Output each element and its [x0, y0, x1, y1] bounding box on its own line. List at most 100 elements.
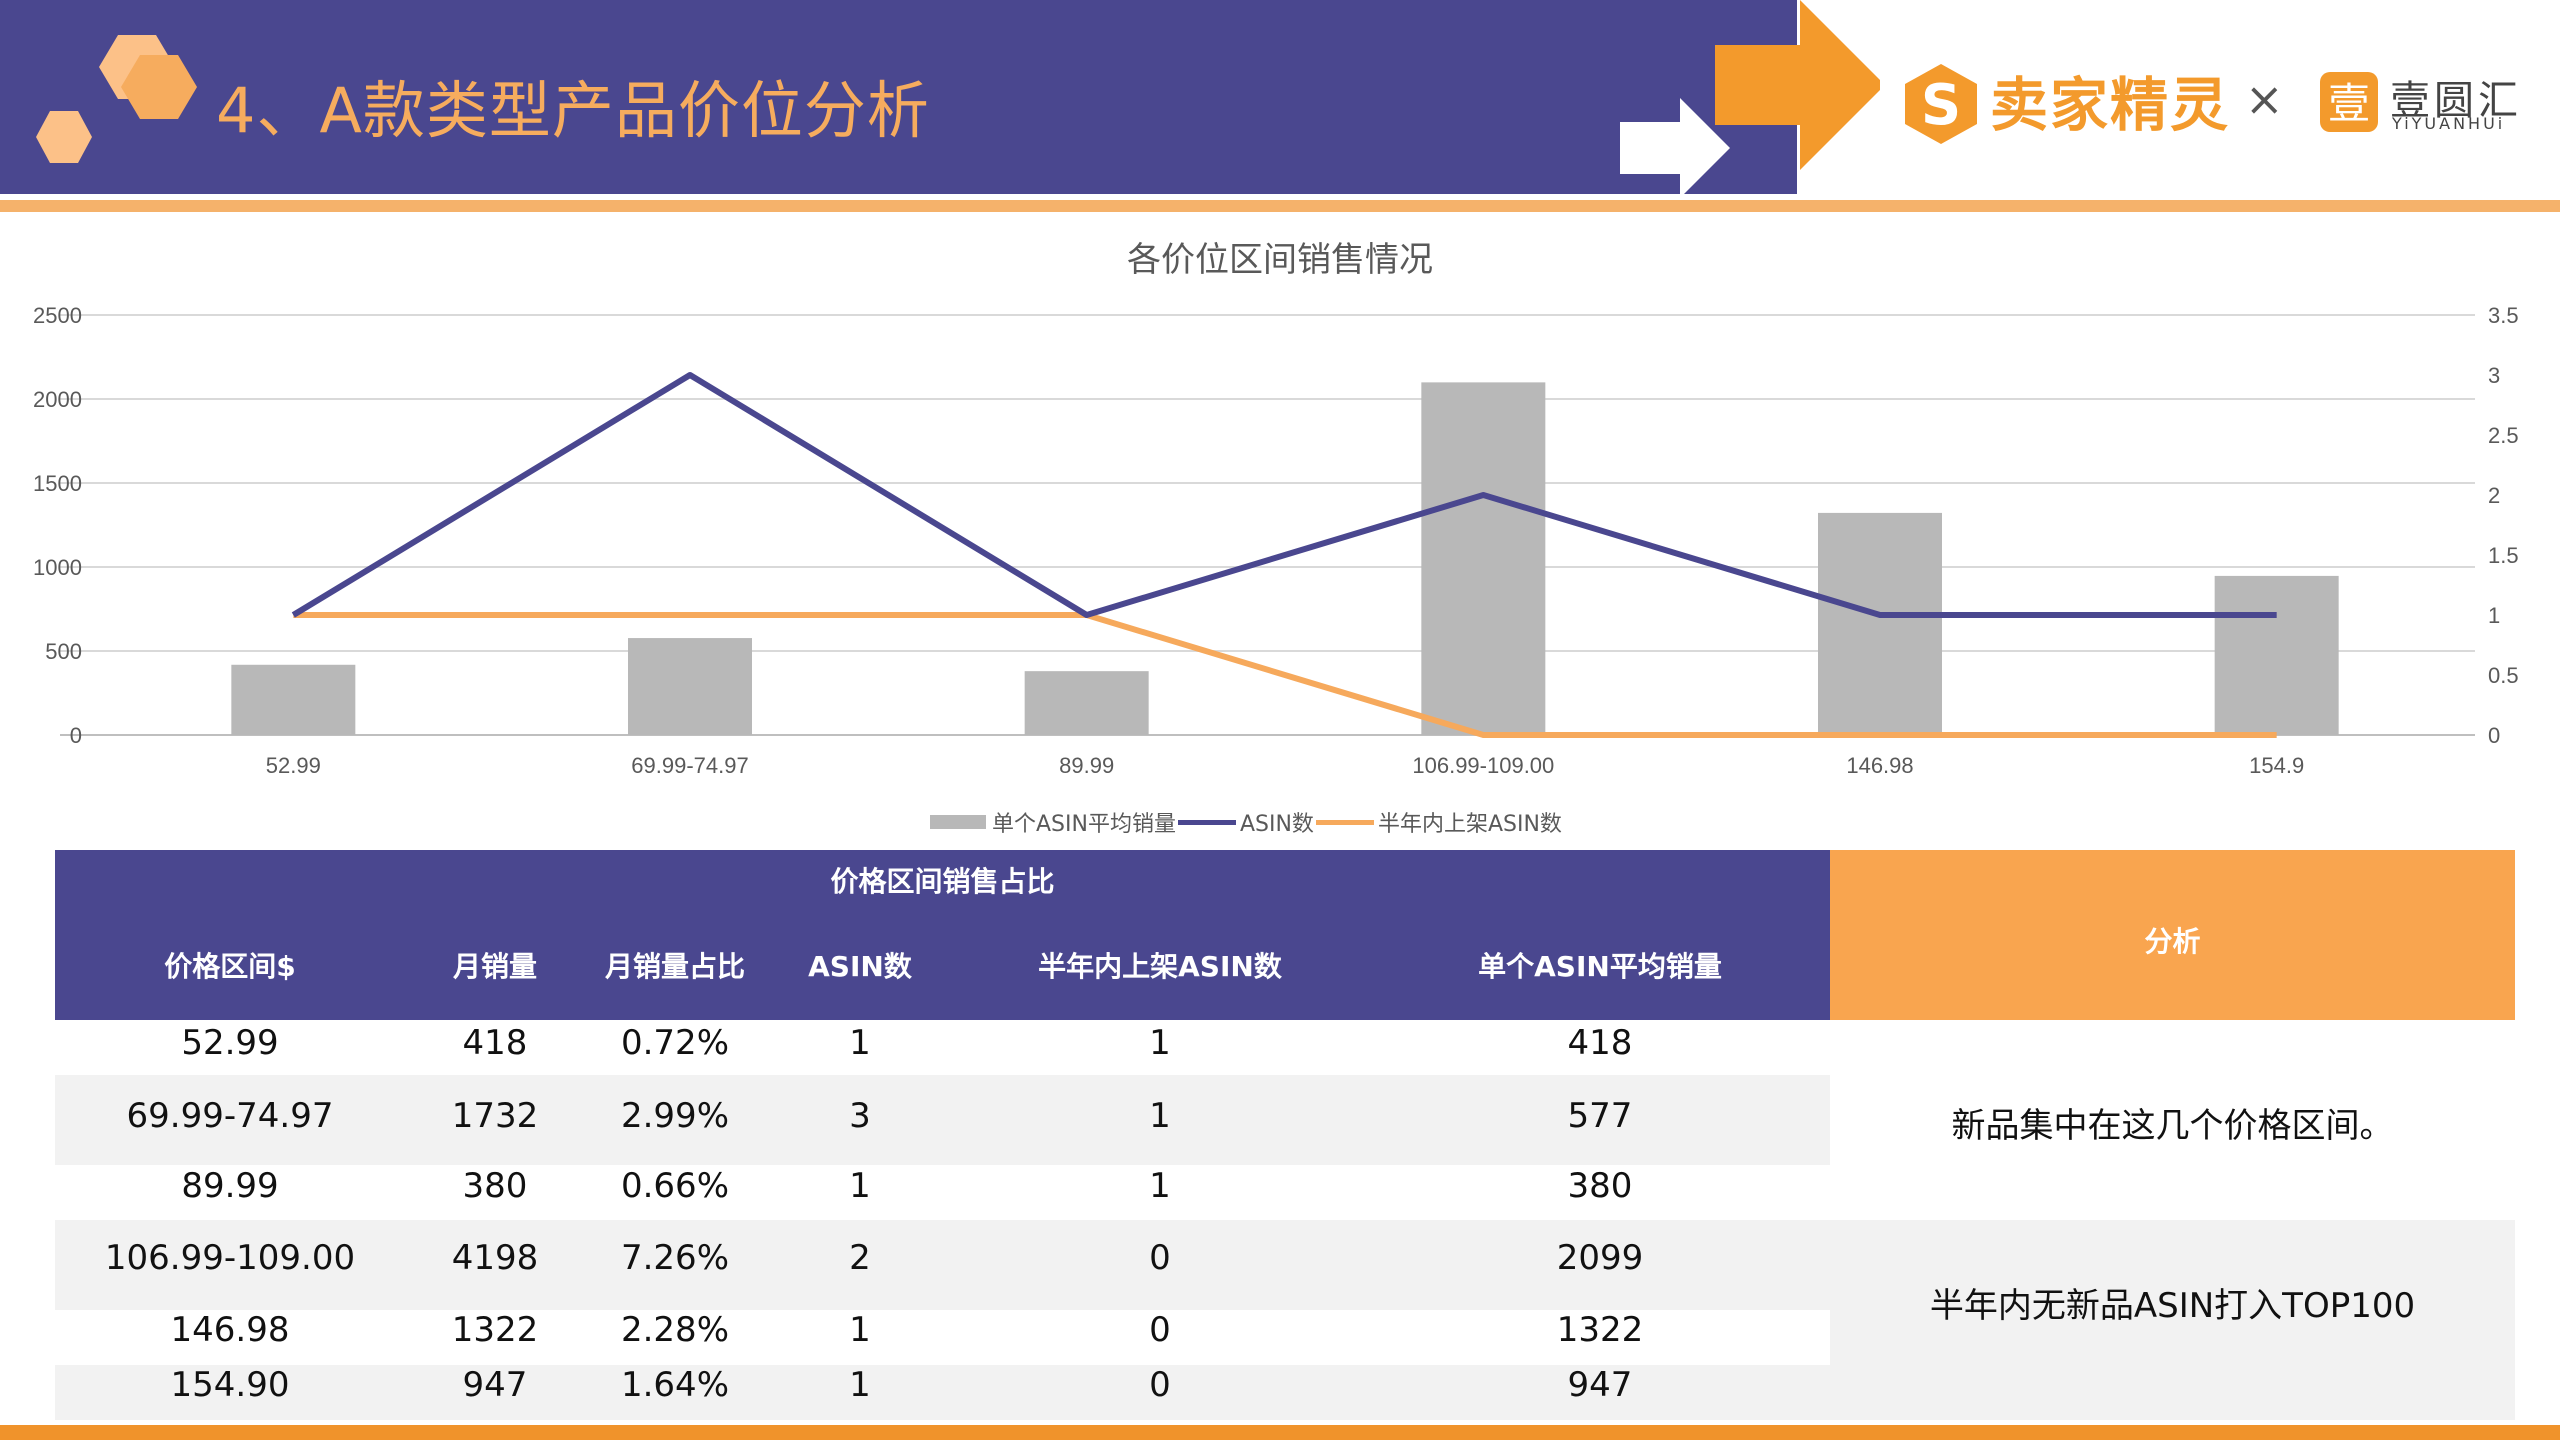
table-cell: 1322 — [1556, 1310, 1644, 1350]
legend-label: ASIN数 — [1239, 812, 1314, 837]
header-accent-line — [0, 200, 2560, 212]
legend-label: 单个ASIN平均销量 — [992, 812, 1176, 837]
table-row — [55, 1310, 1830, 1365]
table-cell: 52.99 — [181, 1023, 279, 1063]
brand-primary: 卖家精灵 — [1990, 71, 2231, 139]
y-right-tick-label: 0 — [2488, 723, 2500, 748]
table-cell: 69.99-74.97 — [126, 1096, 334, 1136]
table-cell: 418 — [1567, 1023, 1633, 1063]
legend-item-asin-count: ASIN数 — [1177, 806, 1314, 838]
arrow-decoration-icon — [1620, 0, 1880, 198]
table-cell: 1 — [1149, 1166, 1171, 1206]
header-divider — [0, 194, 1797, 200]
table-cell: 146.98 — [170, 1310, 290, 1350]
table-header — [55, 850, 1830, 1020]
x-tick-label: 106.99-109.00 — [1412, 753, 1554, 778]
page-title: 4、A款类型产品价位分析 — [216, 74, 930, 147]
y-right-tick-label: 1.5 — [2488, 543, 2519, 568]
col-header-avg-sales: 单个ASIN平均销量 — [1478, 950, 1722, 983]
analysis-note: 半年内无新品ASIN打入TOP100 — [1929, 1286, 2416, 1326]
analysis-header — [1830, 850, 2515, 1020]
bar-avg-sales — [628, 638, 752, 735]
table-cell: 380 — [1567, 1166, 1633, 1206]
table-cell: 1322 — [451, 1310, 539, 1350]
line-asin-count — [291, 372, 2277, 618]
table-cell: 3 — [849, 1096, 871, 1136]
y-left-tick-label: 1000 — [33, 555, 82, 580]
table-cell: 0.72% — [620, 1023, 729, 1063]
y-right-tick-label: 3.5 — [2488, 303, 2519, 328]
table-cell: 2 — [849, 1238, 871, 1278]
chart-legend: 单个ASIN平均销量 ASIN数 半年内上架ASIN数 — [930, 806, 1564, 838]
table-cell: 0 — [1149, 1365, 1171, 1405]
price-range-sales-chart: 0 500 1000 1500 2000 2500 0 0.5 1 1.5 2 2.5 3 3.5 52.9… — [33, 303, 2519, 778]
y-left-tick-label: 0 — [70, 723, 82, 748]
table-cell: 1 — [849, 1310, 871, 1350]
bar-avg-sales — [1024, 671, 1149, 735]
y-right-tick-label: 3 — [2488, 363, 2500, 388]
analysis-title: 分析 — [2144, 925, 2201, 958]
table-cell: 0 — [1149, 1238, 1171, 1278]
table-group-title: 价格区间销售占比 — [830, 865, 1055, 898]
table-cell: 1 — [849, 1365, 871, 1405]
table-cell: 1732 — [451, 1096, 539, 1136]
analysis-note: 新品集中在这几个价格区间。 — [1951, 1106, 2394, 1146]
table-cell: 380 — [462, 1166, 528, 1206]
table-cell: 1 — [1149, 1023, 1171, 1063]
bar-avg-sales — [1818, 512, 1942, 735]
col-header-monthly-sales: 月销量 — [452, 950, 537, 983]
table-cell: 577 — [1567, 1096, 1633, 1136]
legend-swatch-line — [1177, 819, 1236, 825]
table-cell: 2099 — [1556, 1238, 1644, 1278]
legend-swatch-line — [1315, 819, 1374, 825]
x-tick-label: 69.99-74.97 — [631, 753, 748, 778]
table-cell: 1.64% — [620, 1365, 729, 1405]
legend-item-avg-sales: 单个ASIN平均销量 — [930, 806, 1176, 838]
y-right-tick-label: 0.5 — [2488, 663, 2519, 688]
brand-secondary-sub: YiYUANHUi — [2392, 114, 2506, 133]
table-cell: 106.99-109.00 — [104, 1238, 356, 1278]
legend-item-new-asin: 半年内上架ASIN数 — [1315, 806, 1562, 838]
table-row — [55, 1165, 1830, 1220]
analysis-cell — [1830, 1220, 2515, 1420]
line-new-asin-count — [293, 612, 2277, 738]
x-tick-label: 52.99 — [266, 753, 321, 778]
chart-title: 各价位区间销售情况 — [1127, 240, 1433, 280]
svg-text:S: S — [1921, 73, 1961, 138]
col-header-new-asin-count: 半年内上架ASIN数 — [1038, 950, 1282, 983]
col-header-sales-share: 月销量占比 — [604, 950, 745, 983]
table-cell: 418 — [462, 1023, 528, 1063]
y-left-tick-label: 1500 — [33, 471, 82, 496]
legend-swatch-bar — [930, 815, 986, 829]
col-header-asin-count: ASIN数 — [808, 950, 912, 983]
table-cell: 7.26% — [620, 1238, 729, 1278]
table-row — [55, 1075, 1830, 1165]
footer-accent-line — [0, 1425, 2560, 1440]
table-cell: 154.90 — [170, 1365, 290, 1405]
table-cell: 947 — [1567, 1365, 1633, 1405]
table-cell: 89.99 — [181, 1166, 279, 1206]
table-row — [55, 1365, 1830, 1420]
yiyuanhui-logo-icon: 壹 — [2320, 72, 2378, 132]
table-row — [55, 1220, 1830, 1310]
y-left-tick-label: 2500 — [33, 303, 82, 328]
table-cell: 947 — [462, 1365, 528, 1405]
bar-avg-sales — [2214, 575, 2339, 735]
bar-avg-sales — [231, 664, 356, 735]
table-cell: 0.66% — [620, 1166, 729, 1206]
x-tick-label: 89.99 — [1059, 753, 1114, 778]
brand-separator: × — [2245, 72, 2284, 126]
table-cell: 1 — [849, 1023, 871, 1063]
col-header-price-range: 价格区间$ — [164, 950, 296, 983]
table-cell: 1 — [1149, 1096, 1171, 1136]
y-right-tick-label: 2.5 — [2488, 423, 2519, 448]
header-band — [0, 0, 1797, 198]
analysis-cell — [1830, 1020, 2515, 1220]
y-right-tick-label: 2 — [2488, 483, 2500, 508]
y-left-tick-label: 2000 — [33, 387, 82, 412]
brand-secondary: 壹圆汇 — [2390, 78, 2522, 124]
y-right-tick-label: 1 — [2488, 603, 2500, 628]
table-cell: 1 — [849, 1166, 871, 1206]
table-cell: 4198 — [451, 1238, 539, 1278]
table-row — [55, 1020, 1830, 1075]
